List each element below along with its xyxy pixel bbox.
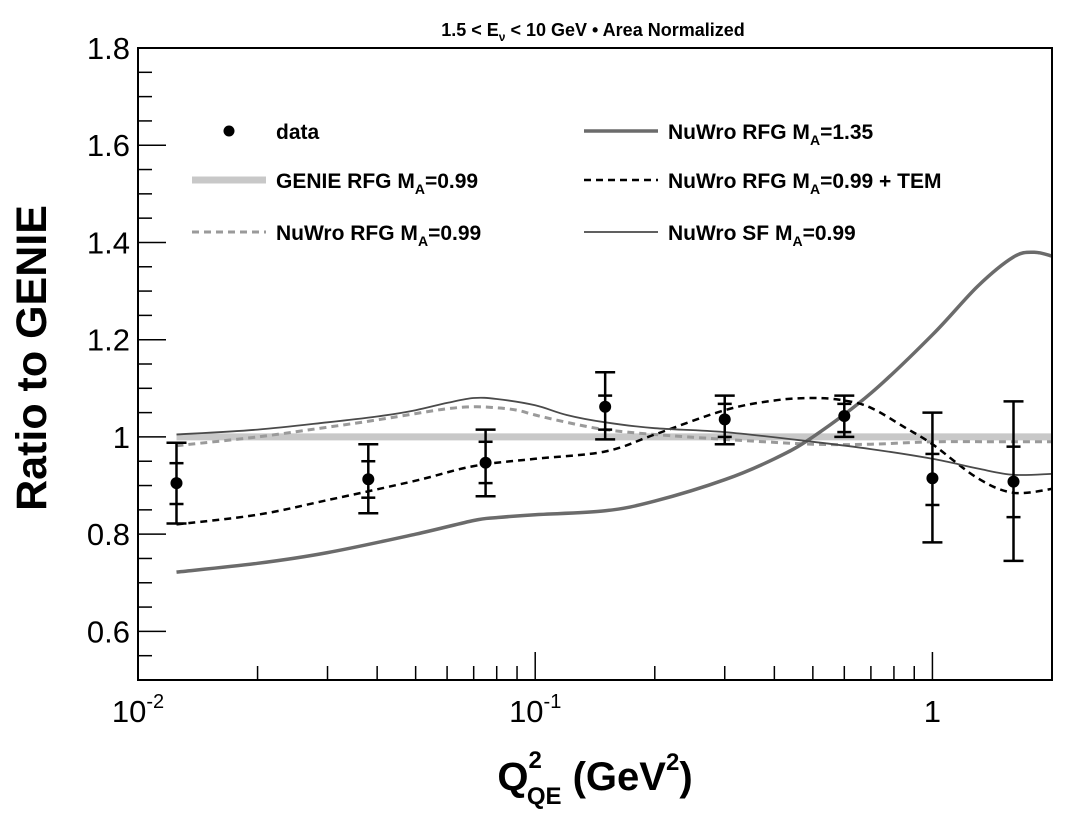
x-axis-label: Q2 QE (GeV2) [497,747,692,810]
data-marker [1007,475,1020,488]
x-tick-label: 1 [924,694,941,729]
chart-title: 1.5 < Eν < 10 GeV • Area Normalized [441,20,744,44]
data-point [475,428,496,498]
y-tick-label: 1.4 [87,225,130,260]
data-marker [838,410,851,423]
data-point [595,371,616,441]
data-point [1003,400,1024,563]
data-point [922,411,943,544]
series-curves [176,250,1053,574]
y-tick-label: 1.2 [87,323,130,358]
x-tick-label: 10-2 [112,691,164,729]
legend-label: NuWro RFG MA=0.99 [276,222,481,249]
series-line-nuwro-135 [176,250,1053,574]
data-marker [599,400,612,413]
legend-label: NuWro RFG MA=1.35 [668,121,874,148]
legend-item: NuWro RFG MA=0.99 + TEM [584,170,941,197]
data-points [166,371,1024,563]
legend-label: NuWro RFG MA=0.99 + TEM [668,170,941,197]
axis-ticks: 0.6 0.8 1 1.2 1.4 1.6 1.8 10-2 10-1 1 [87,31,1053,729]
legend-marker [223,125,235,137]
series-line-nuwro-rfg-dashed [176,405,1053,448]
data-point [166,441,187,525]
legend-item: NuWro RFG MA=0.99 [192,222,481,249]
y-tick-label: 1 [113,420,130,455]
legend-label: data [276,121,320,144]
legend-label: GENIE RFG MA=0.99 [276,170,478,197]
data-marker [362,473,375,486]
series-line-nuwro-tem [176,396,1053,526]
data-point [714,394,735,446]
legend-label: NuWro SF MA=0.99 [668,222,856,249]
data-marker [170,477,183,490]
data-marker [479,456,492,469]
data-marker [926,472,939,485]
legend: data GENIE RFG MA=0.99 NuWro RFG MA=0.99 Nu… [192,121,941,249]
y-tick-label: 1.8 [87,31,130,66]
legend-item: data [223,121,320,144]
legend-item: GENIE RFG MA=0.99 [192,170,478,197]
y-tick-label: 0.6 [87,614,130,649]
data-point [358,442,379,515]
data-point [834,394,855,439]
y-tick-label: 0.8 [87,517,130,552]
y-axis-label: Ratio to GENIE [8,205,56,511]
legend-item: NuWro SF MA=0.99 [584,222,856,249]
legend-item: NuWro RFG MA=1.35 [584,121,874,148]
y-tick-label: 1.6 [87,128,130,163]
data-marker [718,413,731,426]
x-tick-label: 10-1 [509,691,561,729]
